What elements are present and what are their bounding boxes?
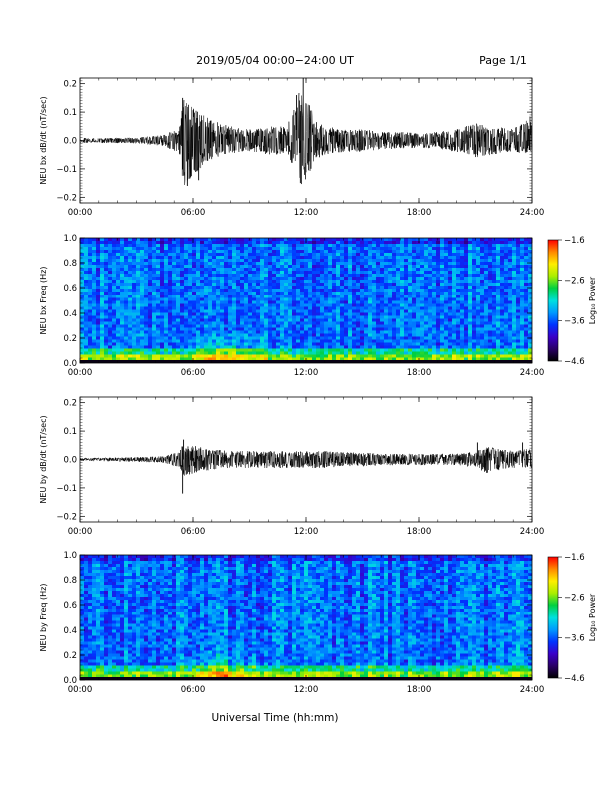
colorbar-tick-label: −3.6 <box>564 634 585 644</box>
y-tick-label: 0.6 <box>63 601 77 611</box>
y-tick-label: −0.2 <box>56 193 77 203</box>
y-tick-label: 1.0 <box>63 234 77 244</box>
y-tick-label: −0.1 <box>56 165 77 175</box>
header-date-range: 2019/05/04 00:00−24:00 UT <box>196 54 354 67</box>
x-tick-label: 18:00 <box>407 368 432 378</box>
y-tick-label: 0.4 <box>63 309 77 319</box>
waveform-trace <box>79 446 533 476</box>
colorbar-tick-label: −2.6 <box>564 593 585 603</box>
colorbar: −1.6 −2.6 −3.6 −4.6 Log₁₀ Power <box>547 236 597 367</box>
spectrogram-cells <box>80 238 533 364</box>
x-tick-label: 12:00 <box>294 368 319 378</box>
spectrogram-cells <box>80 555 533 681</box>
y-tick-label: 0.1 <box>63 108 77 118</box>
y-tick-label: 0.0 <box>63 456 77 466</box>
x-tick-label: 12:00 <box>294 527 319 537</box>
y-tick-label: −0.1 <box>56 484 77 494</box>
x-tick-label: 12:00 <box>294 208 319 218</box>
y-tick-label: 0.8 <box>63 259 77 269</box>
header-page-number: Page 1/1 <box>479 54 527 67</box>
x-tick-label: 00:00 <box>68 368 93 378</box>
colorbar-tick-label: −4.6 <box>564 674 585 684</box>
y-tick-label: 0.1 <box>63 427 77 437</box>
x-tick-label: 18:00 <box>407 208 432 218</box>
x-tick-label: 06:00 <box>181 685 206 695</box>
x-tick-label: 12:00 <box>294 685 319 695</box>
x-tick-label: 24:00 <box>520 368 545 378</box>
x-tick-label: 06:00 <box>181 527 206 537</box>
colorbar-tick-label: −1.6 <box>564 236 585 246</box>
x-tick-label: 00:00 <box>68 685 93 695</box>
colorbar-label: Log₁₀ Power <box>588 276 597 324</box>
y-tick-label: 0.0 <box>63 676 77 686</box>
y-tick-label: 0.2 <box>63 399 77 409</box>
panel-2: −1.6 −2.6 −3.6 −4.6 Log₁₀ Power 00:00 06:00 12:… <box>39 234 597 378</box>
colorbar-tick-label: −4.6 <box>564 357 585 367</box>
colorbar-tick-label: −3.6 <box>564 317 585 327</box>
y-tick-label: 0.4 <box>63 626 77 636</box>
panel-3: 00:00 06:00 12:00 18:00 24:00 −0.2 −0.1 0.0 0.1 0… <box>39 396 545 537</box>
x-tick-label: 06:00 <box>181 368 206 378</box>
y-tick-label: 0.0 <box>63 359 77 369</box>
y-tick-label: 1.0 <box>63 551 77 561</box>
x-tick-label: 00:00 <box>68 208 93 218</box>
y-tick-label: 0.0 <box>63 137 77 147</box>
x-tick-label: 24:00 <box>520 527 545 537</box>
waveform-trace <box>79 93 533 185</box>
y-axis-label: NEU bx Freq (Hz) <box>39 267 48 335</box>
y-tick-label: 0.2 <box>63 80 77 90</box>
x-tick-label: 00:00 <box>68 527 93 537</box>
colorbar: −1.6 −2.6 −3.6 −4.6 Log₁₀ Power <box>547 553 597 684</box>
panel-4: −1.6 −2.6 −3.6 −4.6 Log₁₀ Power 00:00 06:00 12:… <box>39 551 597 695</box>
colorbar-label: Log₁₀ Power <box>588 593 597 641</box>
y-tick-label: 0.6 <box>63 284 77 294</box>
y-axis-label: NEU bx dB/dt (nT/sec) <box>39 96 48 184</box>
y-tick-label: −0.2 <box>56 512 77 522</box>
y-tick-label: 0.2 <box>63 651 77 661</box>
panel-1: 00:00 06:00 12:00 18:00 24:00 −0.2 −0.1 0.0 0.1 0… <box>39 77 545 218</box>
x-tick-label: 06:00 <box>181 208 206 218</box>
x-tick-label: 24:00 <box>520 208 545 218</box>
x-tick-label: 18:00 <box>407 527 432 537</box>
x-axis-title: Universal Time (hh:mm) <box>212 712 339 724</box>
y-tick-label: 0.8 <box>63 576 77 586</box>
colorbar-tick-label: −2.6 <box>564 276 585 286</box>
y-axis-label: NEU by Freq (Hz) <box>39 584 48 652</box>
y-axis-label: NEU by dB/dt (nT/sec) <box>39 415 48 503</box>
x-tick-label: 24:00 <box>520 685 545 695</box>
y-tick-label: 0.2 <box>63 334 77 344</box>
x-tick-label: 18:00 <box>407 685 432 695</box>
colorbar-tick-label: −1.6 <box>564 553 585 563</box>
